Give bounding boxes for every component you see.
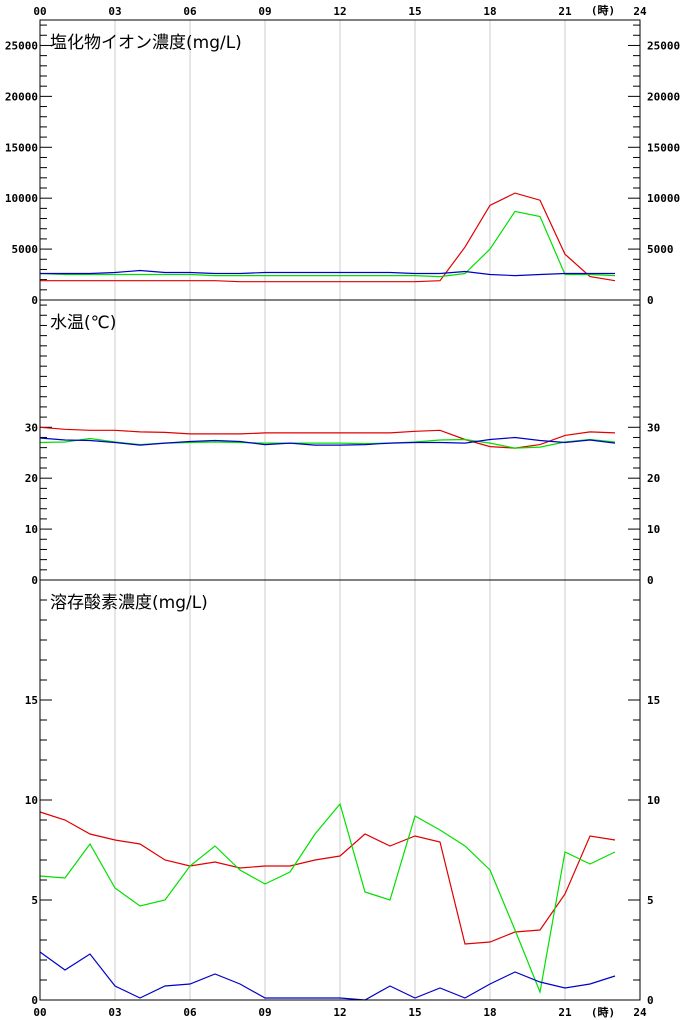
series-line-blue <box>39 436 616 446</box>
x-tick-label-top: 00 <box>33 5 46 18</box>
plot-frame <box>39 19 641 1001</box>
y-tick-label-left: 5000 <box>12 243 39 256</box>
y-tick-label-right: 5 <box>647 894 654 907</box>
y-tick-label-left: 20 <box>25 472 38 485</box>
y-tick-label-right: 10000 <box>647 192 680 205</box>
vertical-grid <box>114 20 566 1000</box>
series-line-green <box>39 210 616 278</box>
y-minor-ticks <box>40 24 640 291</box>
y-tick-label-right: 30 <box>647 421 660 434</box>
series-line-blue <box>39 951 616 1001</box>
y-tick-label-right: 20000 <box>647 90 680 103</box>
x-tick-label-top: 18 <box>483 5 496 18</box>
y-tick-label-left: 10 <box>25 523 38 536</box>
y-tick-label-right: 15000 <box>647 141 680 154</box>
x-tick-label-bottom: 12 <box>333 1006 346 1019</box>
y-tick-label-left: 15000 <box>5 141 38 154</box>
x-tick-label-bottom: 24 <box>633 1006 647 1019</box>
x-tick-label-top: 12 <box>333 5 346 18</box>
x-tick-label-top: 15 <box>408 5 421 18</box>
x-axis-unit-top: (時) <box>591 3 615 17</box>
x-tick-label-bottom: 00 <box>33 1006 46 1019</box>
panel-title: 水温(℃) <box>50 313 116 333</box>
y-tick-label-left: 20000 <box>5 90 38 103</box>
y-tick-label-right: 15 <box>647 694 660 707</box>
y-minor-ticks <box>40 599 640 981</box>
y-tick-label-left: 25000 <box>5 39 38 52</box>
panel-title: 溶存酸素濃度(mg/L) <box>50 593 208 613</box>
x-tick-label-top: 03 <box>108 5 121 18</box>
x-tick-label-bottom: 15 <box>408 1006 421 1019</box>
y-tick-label-left: 10000 <box>5 192 38 205</box>
y-tick-label-left: 10 <box>25 794 38 807</box>
y-tick-label-right: 5000 <box>647 243 674 256</box>
y-tick-label-right: 0 <box>647 574 654 587</box>
series-line-red <box>39 811 616 945</box>
panel-title: 塩化物イオン濃度(mg/L) <box>50 33 242 53</box>
x-tick-label-bottom: 06 <box>183 1006 197 1019</box>
y-tick-label-right: 20 <box>647 472 660 485</box>
x-tick-label-bottom: 03 <box>108 1006 121 1019</box>
x-tick-label-top: 09 <box>258 5 271 18</box>
y-tick-label-right: 25000 <box>647 39 680 52</box>
y-minor-ticks <box>40 304 640 571</box>
y-tick-label-right: 0 <box>647 294 654 307</box>
y-tick-label-left: 0 <box>31 994 38 1007</box>
series-line-blue <box>40 269 615 277</box>
x-tick-label-bottom: 18 <box>483 1006 496 1019</box>
x-tick-label-bottom: 09 <box>258 1006 271 1019</box>
y-tick-label-left: 0 <box>31 574 38 587</box>
series-line-green <box>39 802 616 995</box>
x-tick-label-top: 24 <box>633 5 647 18</box>
y-tick-label-left: 15 <box>25 694 38 707</box>
x-tick-label-top: 21 <box>558 5 572 18</box>
y-tick-label-left: 5 <box>31 894 38 907</box>
y-tick-label-left: 30 <box>25 421 38 434</box>
x-axis-unit-bottom: (時) <box>591 1005 615 1019</box>
series-line-red <box>40 192 616 283</box>
x-tick-label-bottom: 21 <box>558 1006 572 1019</box>
y-tick-label-right: 10 <box>647 523 660 536</box>
y-tick-label-left: 0 <box>31 294 38 307</box>
x-tick-label-top: 06 <box>183 5 197 18</box>
y-tick-label-right: 0 <box>647 994 654 1007</box>
y-tick-label-right: 10 <box>647 794 660 807</box>
